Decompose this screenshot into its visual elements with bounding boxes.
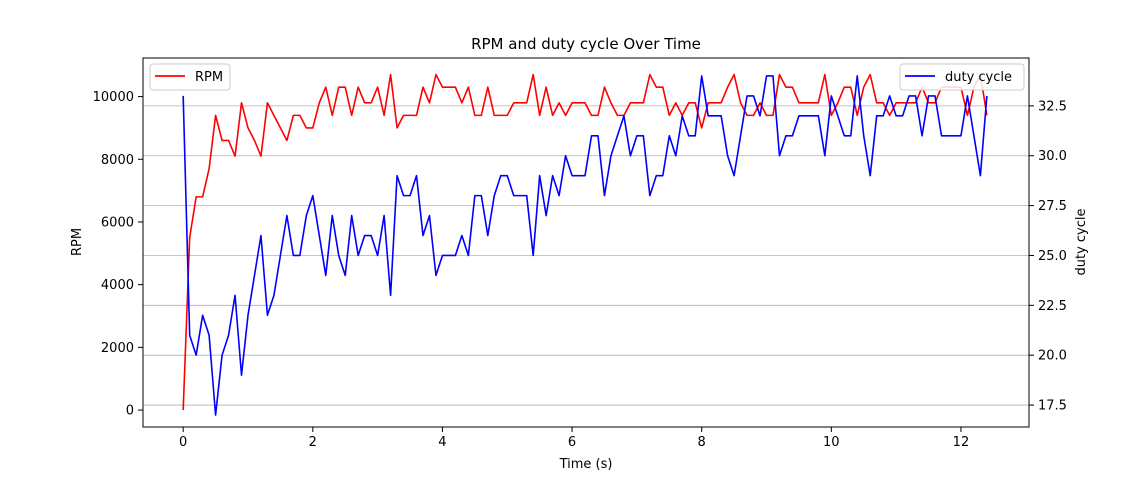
series-line-rpm bbox=[182, 73, 988, 411]
chart-title: RPM and duty cycle Over Time bbox=[471, 35, 701, 53]
x-tick-label-3: 6 bbox=[568, 435, 576, 450]
y-left-tick-label-5: 10000 bbox=[93, 90, 134, 105]
y-right-tick-label-3: 25.0 bbox=[1038, 249, 1067, 264]
plot-frame bbox=[142, 57, 1030, 428]
y-right-tick-label-4: 27.5 bbox=[1038, 199, 1067, 214]
y-left-tick-label-2: 4000 bbox=[101, 278, 134, 293]
y-axis-right-label: duty cycle bbox=[1074, 208, 1089, 275]
y-left-tick-label-0: 0 bbox=[126, 404, 134, 419]
x-tick-label-0: 0 bbox=[179, 435, 187, 450]
y-axis-left-label: RPM bbox=[70, 228, 85, 256]
legend-duty-cycle-label: duty cycle bbox=[945, 70, 1012, 85]
grid bbox=[143, 105, 1029, 406]
legend-right: duty cycle bbox=[899, 63, 1025, 91]
series-line-duty-cycle bbox=[182, 75, 988, 416]
axes: 0 2 4 6 8 10 12 0 2000 4000 6000 8000 10000 17.5 20.0 2… bbox=[93, 90, 1067, 450]
y-left-tick-label-3: 6000 bbox=[101, 215, 134, 230]
y-right-tick-label-1: 20.0 bbox=[1038, 349, 1067, 364]
y-right-tick-label-6: 32.5 bbox=[1038, 99, 1067, 114]
legend-left-box bbox=[149, 63, 231, 91]
legend-rpm-label: RPM bbox=[195, 70, 223, 85]
x-tick-label-6: 12 bbox=[953, 435, 970, 450]
legend-left: RPM bbox=[149, 63, 231, 91]
y-right-tick-label-5: 30.0 bbox=[1038, 149, 1067, 164]
x-tick-label-1: 2 bbox=[309, 435, 317, 450]
x-tick-label-5: 10 bbox=[823, 435, 840, 450]
x-axis-label: Time (s) bbox=[559, 457, 613, 472]
y-left-tick-label-1: 2000 bbox=[101, 341, 134, 356]
series-layer bbox=[182, 73, 988, 416]
y-right-tick-label-0: 17.5 bbox=[1038, 399, 1067, 414]
legend-right-box bbox=[899, 63, 1025, 91]
y-right-tick-label-2: 22.5 bbox=[1038, 299, 1067, 314]
x-tick-label-2: 4 bbox=[438, 435, 446, 450]
y-left-tick-label-4: 8000 bbox=[101, 153, 134, 168]
x-tick-label-4: 8 bbox=[698, 435, 706, 450]
